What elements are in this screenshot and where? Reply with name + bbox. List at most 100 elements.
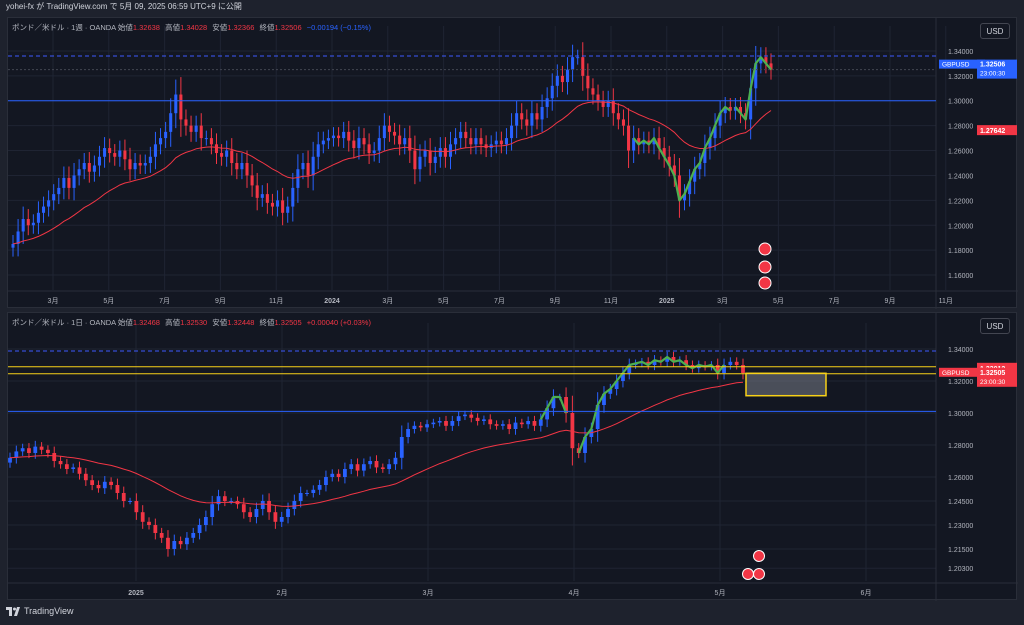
candle-body [377,138,381,151]
candle-body [330,473,335,477]
swing-annotation-line [683,105,731,195]
candle-body [596,94,600,101]
candle-body [733,106,737,111]
candle-body [123,150,127,160]
daily-low-label: 安値 [212,318,228,327]
weekly-chart-pane[interactable]: 1.34000 1.32000 1.30000 1.28000 1.26000 1.240… [7,17,1018,309]
candle-body [39,446,44,450]
candle-body [469,138,473,145]
candle-body [250,175,254,186]
candle-body [741,365,745,373]
daily-chart-svg[interactable]: 1.34000 1.32000 1.30000 1.28000 1.26000 1.245… [8,313,1018,601]
candle-body [21,219,25,232]
candle-body [632,138,636,151]
candle-body [331,135,336,139]
candle-body [361,464,366,471]
candle-body [425,424,429,428]
candle-body [399,437,404,458]
candle-body [292,501,297,509]
candle-body [550,85,554,99]
target-zone-box [745,372,827,397]
candle-body [164,131,168,139]
candle-body [46,449,50,453]
x-tick-label: 6月 [861,589,872,597]
candle-body [64,464,69,469]
y-tick-label: 1.32000 [948,379,973,386]
candle-body [169,113,173,132]
x-tick-label: 5月 [438,297,449,305]
ma-badge-text: 1.27642 [980,128,1005,135]
candle-body [627,365,632,373]
candle-body [718,113,722,126]
x-tick-label: 11月 [604,297,618,305]
candle-body [102,481,107,489]
candle-body [412,425,417,429]
daily-change: +0.00040 (+0.03%) [306,318,371,327]
daily-chart-pane[interactable]: 1.34000 1.32000 1.30000 1.28000 1.26000 1.245… [7,312,1018,601]
candle-body [194,125,198,132]
candle-body [382,125,386,139]
candle-body [343,469,347,477]
ticker-badge-text: GBPUSD [942,62,970,69]
candle-body [352,140,356,149]
y-tick-label: 1.20300 [948,566,973,573]
candle-body [450,421,455,426]
candle-body [614,381,619,389]
candle-body [723,106,727,114]
tradingview-footer[interactable]: TradingView [6,606,74,616]
candle-body [281,200,285,213]
candle-body [393,131,397,136]
candle-body [71,467,76,469]
candle-body [479,138,483,145]
candle-body [698,163,702,170]
price-badge-price: 1.32505 [980,370,1005,377]
candle-body [108,148,112,154]
candle-body [637,138,641,145]
price-badge-countdown: 23:00:30 [980,379,1006,386]
candle-body [291,187,295,207]
candle-body [317,485,322,490]
candle-body [662,148,666,157]
candle-body [133,163,137,170]
candle-body [418,425,423,428]
y-tick-label: 1.34000 [948,49,973,56]
daily-currency-button[interactable]: USD [980,318,1010,334]
candle-body [342,131,346,139]
candle-body [77,169,81,176]
candle-body [148,156,152,163]
x-tick-label: 7月 [829,297,840,305]
candle-body [121,493,126,501]
tradingview-logo-icon [6,606,20,616]
candle-body [230,150,234,163]
candle-body [301,163,305,170]
y-tick-label: 1.34000 [948,347,973,354]
candle-body [608,389,613,394]
candle-body [203,517,208,525]
candle-body [174,94,178,114]
weekly-currency-button[interactable]: USD [980,23,1010,39]
candle-body [90,480,95,485]
candle-body [27,448,31,453]
candle-body [499,140,503,145]
event-icon [753,550,765,562]
weekly-chart-svg[interactable]: 1.34000 1.32000 1.30000 1.28000 1.26000 1.240… [8,18,1018,309]
candle-body [431,422,436,425]
candle-body [11,243,15,248]
candle-body [41,206,46,213]
candle-body [52,453,57,461]
candle-body [507,424,512,429]
candle-body [197,525,202,533]
candle-body [115,485,120,493]
weekly-symbol: ポンド／米ドル · 1週 · OANDA [12,23,116,32]
candle-body [57,187,61,195]
candle-body [97,156,102,166]
candle-body [214,144,219,154]
y-tick-label: 1.28000 [948,124,973,131]
candle-body [326,138,330,141]
x-tick-label: 5月 [773,297,784,305]
candle-body [500,424,505,426]
daily-open-label: 始値 [117,318,133,327]
candle-body [545,408,550,420]
moving-average-line [12,101,772,245]
candle-body [433,156,437,163]
